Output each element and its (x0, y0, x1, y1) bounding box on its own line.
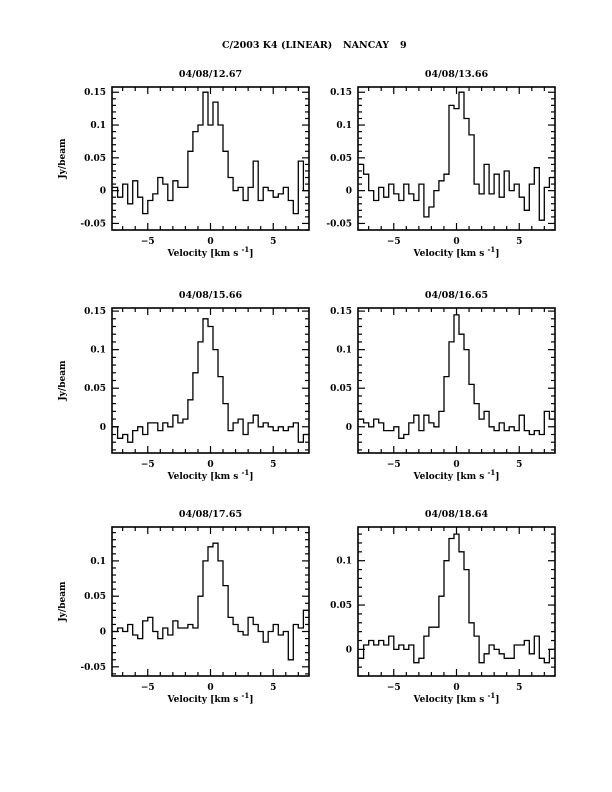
panel-2: 04/08/13.66 −5 0 5 -0.05 0 0.05 0.1 0.15 Velocity… (326, 69, 556, 259)
panel-title: 04/08/18.64 (425, 509, 489, 520)
spectrum-line (358, 91, 555, 221)
y-tick-label: 0.05 (330, 384, 352, 394)
y-tick-label: -0.05 (80, 219, 106, 229)
x-tick-label: 5 (516, 237, 522, 247)
y-tick-label: 0.15 (330, 88, 352, 98)
x-tick-label: −5 (387, 460, 401, 470)
x-axis-label-exponent: -1 (242, 245, 250, 254)
x-tick-label: 0 (207, 237, 213, 247)
y-tick-label: -0.05 (80, 663, 106, 673)
y-tick-label: 0.05 (84, 384, 106, 394)
y-tick-label: 0.1 (336, 557, 352, 567)
x-tick-label: 5 (516, 683, 522, 693)
x-tick-label: 5 (270, 683, 276, 693)
x-axis-label-end: ] (495, 249, 499, 259)
spectrum-line (112, 91, 309, 215)
x-axis-label-main: Velocity [km s (166, 695, 241, 705)
panel-title: 04/08/17.65 (179, 509, 242, 520)
panel-5: 04/08/17.65 −5 0 5 -0.05 0 0.05 0.1 Velocity [km… (58, 509, 310, 705)
x-tick-label: 0 (453, 683, 459, 693)
x-tick-label: −5 (387, 683, 401, 693)
x-axis-label: Velocity [km s -1] (166, 468, 253, 482)
y-tick-label: 0.1 (90, 121, 106, 131)
spectrum-line (358, 533, 555, 664)
spectrum-line (358, 314, 555, 439)
y-tick-label: 0.05 (330, 601, 352, 611)
y-tick-label: 0.05 (330, 154, 352, 164)
panel-title: 04/08/13.66 (425, 69, 489, 80)
x-axis-label-main: Velocity [km s (412, 695, 487, 705)
spectrum-line (112, 318, 309, 443)
x-axis-label: Velocity [km s -1] (412, 468, 499, 482)
x-axis-label-end: ] (249, 249, 253, 259)
y-tick-label: 0.05 (84, 154, 106, 164)
x-tick-label: 5 (270, 460, 276, 470)
x-axis-label-end: ] (249, 472, 253, 482)
x-tick-label: −5 (141, 683, 155, 693)
y-tick-label: 0.15 (330, 307, 352, 317)
x-axis-label-exponent: -1 (488, 691, 496, 700)
y-tick-label: 0.1 (336, 346, 352, 356)
x-axis-label-exponent: -1 (242, 691, 250, 700)
panel-4: 04/08/16.65 −5 0 5 0 0.05 0.1 0.15 Velocity [km … (330, 290, 556, 482)
x-axis-label-exponent: -1 (488, 468, 496, 477)
x-tick-label: 0 (207, 460, 213, 470)
x-axis-label-main: Velocity [km s (166, 249, 241, 259)
y-axis-label: Jy/beam (58, 138, 68, 180)
panel-6: 04/08/18.64 −5 0 5 0 0.05 0.1 Velocity [km s -1… (330, 509, 556, 705)
x-axis-label-exponent: -1 (242, 468, 250, 477)
panel-1: 04/08/12.67 −5 0 5 -0.05 0 0.05 0.1 0.15 Velocity… (58, 69, 310, 259)
x-axis-label: Velocity [km s -1] (412, 691, 499, 705)
x-axis-label-end: ] (249, 695, 253, 705)
spectrum-line (112, 542, 309, 661)
y-tick-label: 0 (100, 628, 106, 638)
y-tick-label: 0.05 (84, 592, 106, 602)
x-axis-label-end: ] (495, 695, 499, 705)
x-tick-label: 5 (270, 237, 276, 247)
y-axis-label: Jy/beam (58, 360, 68, 402)
y-tick-label: 0.1 (90, 557, 106, 567)
x-axis-label-main: Velocity [km s (166, 472, 241, 482)
y-tick-label: -0.05 (326, 219, 352, 229)
y-tick-label: 0.15 (84, 307, 106, 317)
y-axis-label: Jy/beam (58, 581, 68, 623)
x-axis-label: Velocity [km s -1] (166, 245, 253, 259)
x-axis-label: Velocity [km s -1] (412, 245, 499, 259)
y-tick-label: 0 (346, 187, 352, 197)
y-tick-label: 0 (346, 645, 352, 655)
figure-title-station: NANCAY (343, 40, 389, 51)
y-tick-label: 0.15 (84, 88, 106, 98)
y-tick-label: 0 (346, 423, 352, 433)
x-tick-label: 0 (453, 460, 459, 470)
x-tick-label: 0 (207, 683, 213, 693)
figure-title-object: C/2003 K4 (LINEAR) (222, 40, 332, 51)
panel-title: 04/08/12.67 (179, 69, 242, 80)
y-tick-label: 0 (100, 423, 106, 433)
x-axis-label-main: Velocity [km s (412, 249, 487, 259)
y-tick-label: 0.1 (90, 346, 106, 356)
x-tick-label: 5 (516, 460, 522, 470)
y-tick-label: 0.1 (336, 121, 352, 131)
panel-3: 04/08/15.66 −5 0 5 0 0.05 0.1 0.15 Velocity [km … (58, 290, 310, 482)
panel-title: 04/08/16.65 (425, 290, 488, 301)
x-tick-label: −5 (141, 237, 155, 247)
x-tick-label: −5 (141, 460, 155, 470)
x-axis-label-main: Velocity [km s (412, 472, 487, 482)
x-tick-label: 0 (453, 237, 459, 247)
x-axis-label-exponent: -1 (488, 245, 496, 254)
x-tick-label: −5 (387, 237, 401, 247)
x-axis-label: Velocity [km s -1] (166, 691, 253, 705)
figure-title-number: 9 (400, 40, 407, 51)
y-tick-label: 0 (100, 187, 106, 197)
panels: 04/08/12.67−5 0 5-0.0500.050.10.15Velocity… (58, 69, 556, 705)
panel-title: 04/08/15.66 (179, 290, 243, 301)
x-axis-label-end: ] (495, 472, 499, 482)
